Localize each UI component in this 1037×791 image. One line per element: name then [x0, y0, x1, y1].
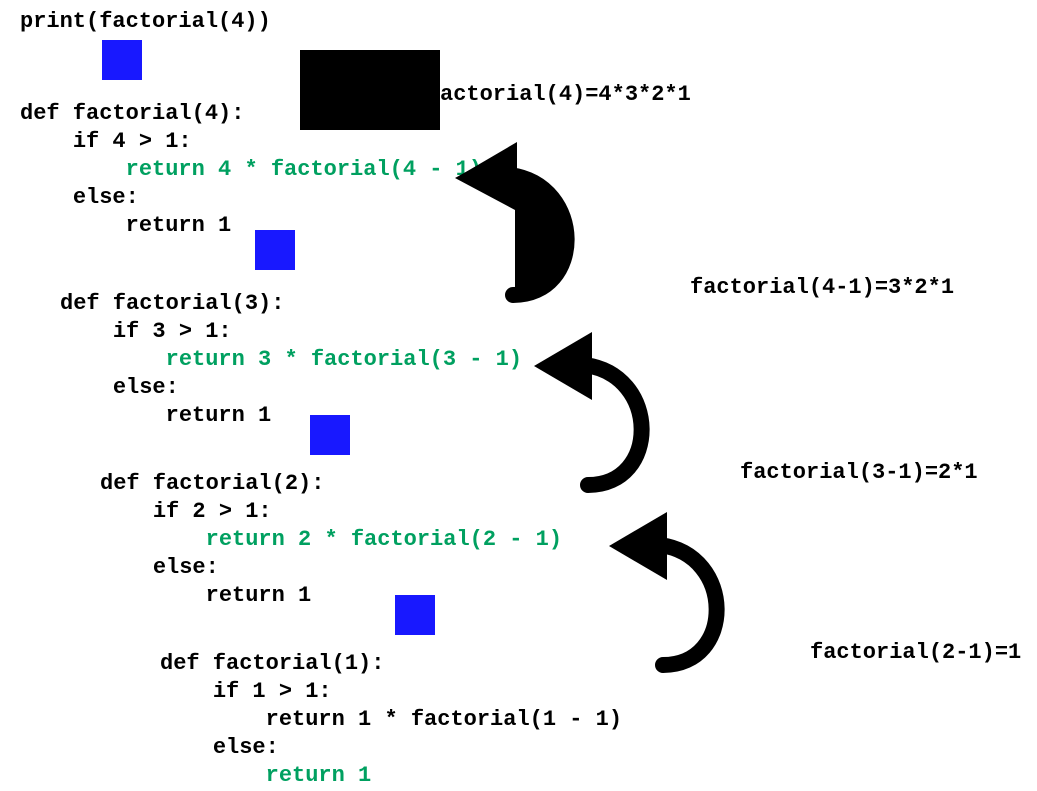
block3-def: def factorial(1):	[160, 650, 384, 679]
block1-if: if 3 > 1:	[60, 318, 232, 347]
block2-return: return 2 * factorial(2 - 1)	[100, 526, 562, 555]
block0-def: def factorial(4):	[20, 100, 244, 129]
block3-return: return 1 * factorial(1 - 1)	[160, 706, 622, 735]
return-arrow-0	[455, 130, 605, 305]
block3-else: else:	[160, 734, 279, 763]
block0-return: return 4 * factorial(4 - 1)	[20, 156, 482, 185]
blue-box-2	[310, 415, 350, 455]
blue-box-1	[255, 230, 295, 270]
black-box	[300, 50, 440, 130]
block1-return1: return 1	[60, 402, 271, 431]
return-arrow-1	[530, 320, 680, 495]
block3-if: if 1 > 1:	[160, 678, 332, 707]
block2-else: else:	[100, 554, 219, 583]
block0-else: else:	[20, 184, 139, 213]
annotation-3: factorial(2-1)=1	[810, 640, 1021, 665]
blue-box-3	[395, 595, 435, 635]
block0-return1: return 1	[20, 212, 231, 241]
return-arrow-2	[605, 500, 755, 675]
block2-if: if 2 > 1:	[100, 498, 272, 527]
print-call: print(factorial(4))	[20, 8, 271, 37]
block2-return1: return 1	[100, 582, 311, 611]
block2-def: def factorial(2):	[100, 470, 324, 499]
block1-else: else:	[60, 374, 179, 403]
block1-return: return 3 * factorial(3 - 1)	[60, 346, 522, 375]
blue-box-0	[102, 40, 142, 80]
block1-def: def factorial(3):	[60, 290, 284, 319]
annotation-1: factorial(4-1)=3*2*1	[690, 275, 954, 300]
block3-return1: return 1	[160, 762, 371, 791]
annotation-0: actorial(4)=4*3*2*1	[440, 82, 691, 107]
block0-if: if 4 > 1:	[20, 128, 192, 157]
annotation-2: factorial(3-1)=2*1	[740, 460, 978, 485]
